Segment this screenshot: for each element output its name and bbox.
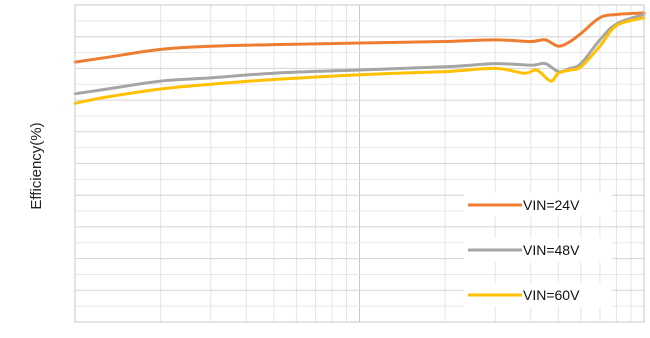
plot-frame bbox=[74, 4, 645, 323]
series-line-vin-48v bbox=[73, 13, 646, 96]
legend-label-vin-48v: VIN=48V bbox=[523, 242, 580, 258]
legend: VIN=24V VIN=48V VIN=60V bbox=[464, 193, 612, 307]
legend-label-vin-24v: VIN=24V bbox=[523, 197, 580, 213]
series-line-vin-60v bbox=[73, 16, 646, 105]
series-line-vin-24v bbox=[73, 11, 646, 64]
grid bbox=[74, 5, 644, 322]
y-axis-label: Efficiency(%) bbox=[28, 122, 45, 209]
series-lines bbox=[73, 11, 646, 105]
legend-label-vin-60v: VIN=60V bbox=[523, 287, 580, 303]
